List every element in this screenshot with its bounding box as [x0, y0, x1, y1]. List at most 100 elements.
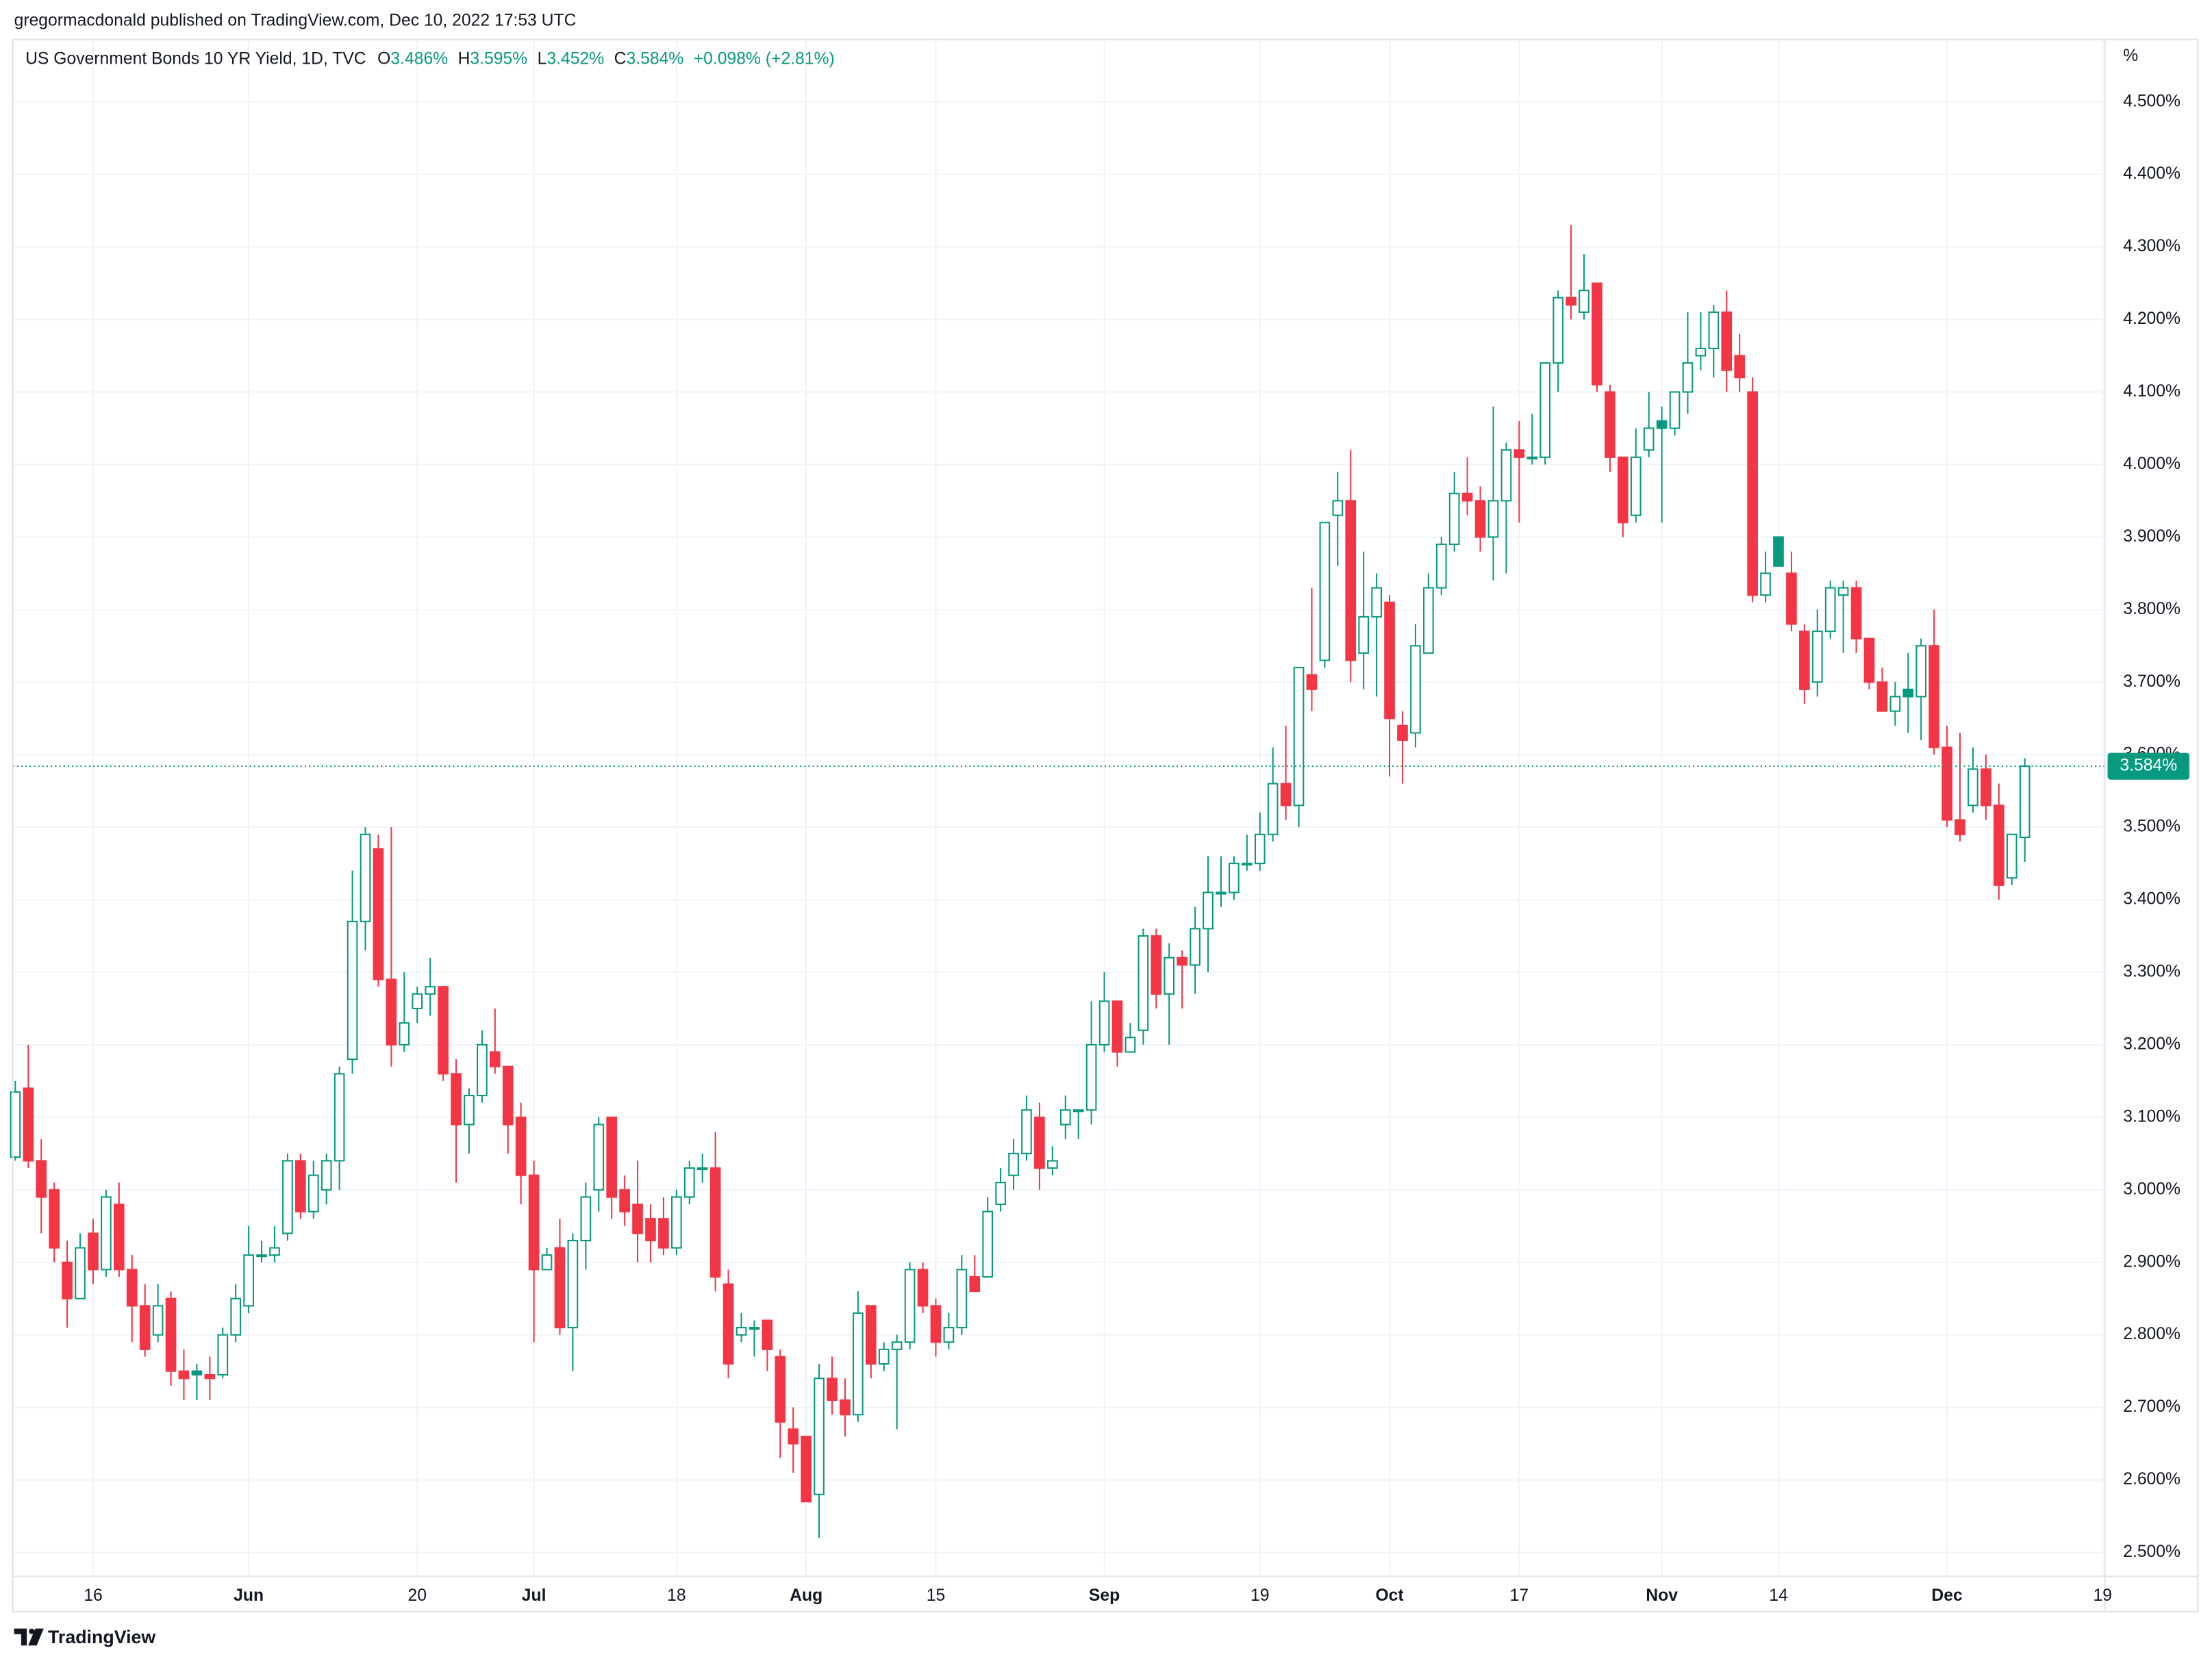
- candle-body: [464, 1095, 475, 1126]
- candle-body: [1799, 631, 1810, 690]
- candle-body: [1397, 724, 1408, 741]
- last-price-badge: [2107, 752, 2190, 780]
- candle-body: [230, 1297, 242, 1336]
- candle-body: [1280, 783, 1292, 807]
- candle-body: [1021, 1109, 1032, 1154]
- candle-body: [1876, 681, 1888, 712]
- y-tick-label: 3.800%: [2123, 600, 2180, 618]
- candle-body: [1811, 631, 1823, 683]
- y-tick-label: 3.500%: [2123, 817, 2180, 836]
- candle-body: [334, 1073, 345, 1162]
- candle-body: [1824, 587, 1836, 633]
- candle-body: [1358, 616, 1370, 654]
- candle-body: [1773, 536, 1784, 567]
- candle-body: [1487, 500, 1499, 538]
- candle-body: [567, 1239, 579, 1329]
- candle-body: [1138, 935, 1149, 1031]
- candle-body: [1177, 956, 1187, 966]
- candle-body: [1579, 290, 1589, 314]
- candle-body: [878, 1348, 890, 1365]
- candle-body: [1111, 1000, 1123, 1053]
- publisher-note: gregormacdonald published on TradingView…: [14, 11, 577, 29]
- candle-body: [943, 1327, 955, 1343]
- candle-body: [1461, 492, 1473, 502]
- candle-body: [1293, 667, 1305, 807]
- candle-body: [1889, 696, 1901, 712]
- last-price-label: 3.584%: [2120, 757, 2177, 775]
- legend-title: US Government Bonds 10 YR Yield, 1D, TVC: [25, 49, 366, 68]
- candle-body: [373, 848, 384, 980]
- candle-body: [827, 1378, 838, 1402]
- x-tick-label: 17: [1510, 1586, 1529, 1605]
- y-tick-label: 3.900%: [2123, 527, 2180, 546]
- candle-body: [683, 1167, 695, 1198]
- candle-body: [1902, 688, 1914, 698]
- candle-body: [243, 1254, 254, 1307]
- candle-body: [580, 1196, 592, 1241]
- y-tick-label: 3.700%: [2123, 672, 2180, 691]
- candle-body: [1059, 1109, 1071, 1126]
- candle-body: [1656, 420, 1668, 429]
- plot-area: [10, 39, 2105, 1577]
- candle-body: [619, 1189, 630, 1213]
- legend-key: O: [377, 49, 390, 68]
- candle-body: [113, 1203, 125, 1271]
- candle-body: [865, 1305, 877, 1365]
- y-tick-label: 2.700%: [2123, 1397, 2180, 1416]
- legend-value: 3.486%: [390, 49, 448, 68]
- candle-body: [1345, 500, 1357, 661]
- candle-body: [269, 1247, 280, 1256]
- candle-body: [515, 1116, 527, 1176]
- x-tick-label: 14: [1769, 1586, 1788, 1605]
- candle-body: [554, 1247, 566, 1329]
- candle-body: [75, 1247, 86, 1299]
- candle-body: [1241, 863, 1253, 866]
- y-tick-label: 2.600%: [2123, 1470, 2180, 1488]
- candle-body: [1203, 891, 1214, 930]
- y-tick-label: 4.300%: [2123, 237, 2180, 255]
- x-tick-label: Dec: [1931, 1586, 1963, 1605]
- x-tick-label: Aug: [790, 1586, 822, 1605]
- candle-body: [1682, 362, 1694, 393]
- y-tick-label: 4.500%: [2123, 92, 2180, 110]
- candle-body: [62, 1261, 73, 1299]
- candle-body: [1993, 804, 2004, 886]
- candle-body: [1760, 572, 1771, 596]
- candle-body: [1085, 1043, 1097, 1111]
- candle-body: [1617, 456, 1629, 524]
- candle-body: [1955, 819, 1965, 835]
- candle-body: [1151, 935, 1162, 995]
- x-tick-label: Jul: [522, 1586, 546, 1605]
- candle-body: [840, 1399, 851, 1416]
- x-tick-label: 15: [927, 1586, 945, 1605]
- candle-body: [2019, 765, 2031, 838]
- candle-body: [736, 1327, 747, 1336]
- candle-body: [788, 1428, 799, 1445]
- candle-body: [775, 1356, 786, 1423]
- y-tick-label: 4.100%: [2123, 382, 2180, 401]
- candle-body: [917, 1269, 929, 1307]
- candle-body: [606, 1116, 618, 1198]
- legend-change: +0.098% (+2.81%): [694, 49, 835, 68]
- candle-body: [152, 1305, 164, 1336]
- candle-body: [1669, 391, 1681, 429]
- candle-body: [295, 1160, 306, 1213]
- candle-body: [982, 1210, 994, 1278]
- legend-key: L: [538, 49, 547, 68]
- candle-body: [1124, 1037, 1136, 1053]
- candle-body: [1513, 449, 1525, 458]
- legend-key: H: [458, 49, 470, 68]
- candle-body: [23, 1087, 34, 1162]
- candle-body: [1526, 456, 1538, 459]
- candle-body: [2006, 833, 2018, 879]
- candle-body: [489, 1051, 501, 1067]
- candle-body: [1332, 500, 1344, 516]
- candle-body: [1630, 456, 1642, 516]
- y-tick-label: 4.400%: [2123, 164, 2180, 183]
- candle-body: [1435, 543, 1447, 589]
- candle-body: [1267, 783, 1279, 835]
- y-tick-label: 2.500%: [2123, 1543, 2180, 1561]
- candle-body: [1566, 296, 1576, 306]
